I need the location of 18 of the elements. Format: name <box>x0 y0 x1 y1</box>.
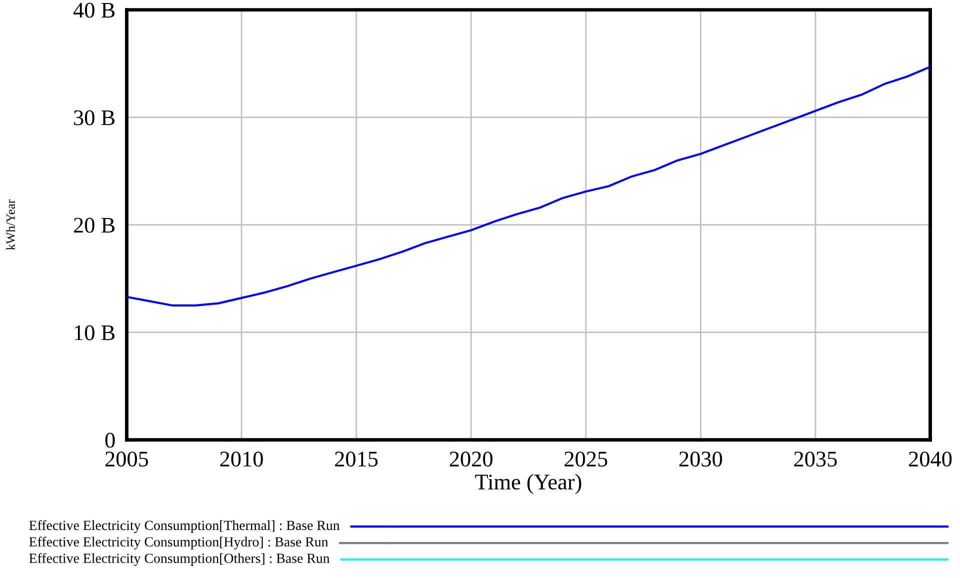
x-tick-label: 2030 <box>679 452 722 467</box>
y-tick-label: 30 B <box>74 110 115 126</box>
x-axis-title: Time (Year) <box>475 474 582 494</box>
y-tick-label: 40 B <box>73 2 115 18</box>
x-tick-label: 2015 <box>335 452 378 467</box>
x-tick-label: 2025 <box>564 452 608 467</box>
y-tick-label: 20 B <box>74 218 115 233</box>
legend-label: Effective Electricity Consumption[Hydro] : Base Run <box>29 536 328 550</box>
x-tick-label: 2040 <box>908 452 952 467</box>
y-tick-label: 0 <box>105 432 115 448</box>
x-tick-label: 2010 <box>220 452 263 467</box>
x-tick-label: 2005 <box>105 452 148 467</box>
y-axis-title: kWh/Year <box>6 200 15 250</box>
x-tick-label: 2035 <box>794 452 837 467</box>
legend-label: Effective Electricity Consumption[Thermal] : Base Run <box>29 520 340 533</box>
legend-label: Effective Electricity Consumption[Others] : Base Run <box>29 553 330 566</box>
x-tick-label: 2020 <box>450 452 492 467</box>
y-tick-label: 10 B <box>74 325 115 340</box>
